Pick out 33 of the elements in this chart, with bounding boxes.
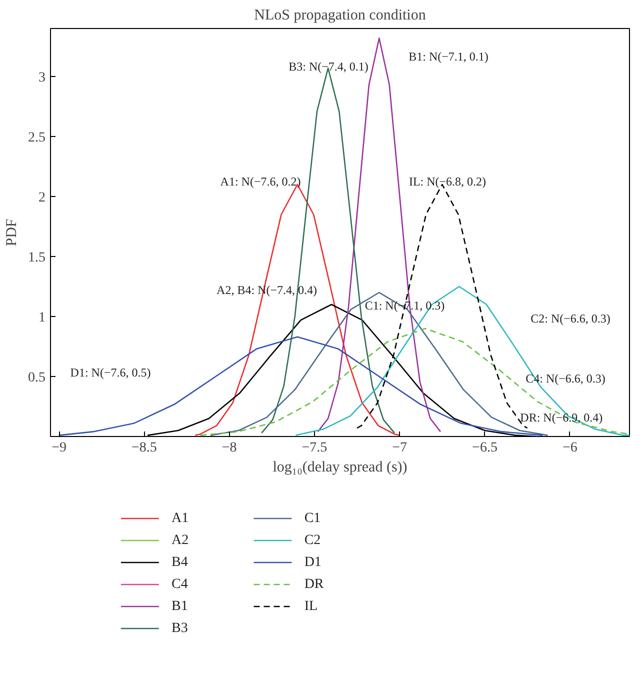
y-tick-label: 2 [38,190,46,206]
x-tick-label: −7.5 [302,440,328,456]
y-axis-title: PDF [4,218,20,246]
legend-label: D1 [304,555,322,570]
chart-title: NLoS propagation condition [254,8,426,24]
annotation: B1: N(−7.1, 0.1) [408,50,488,64]
y-tick-label: 3 [38,70,46,86]
legend-label: B3 [172,621,188,636]
x-tick-label: −6 [562,440,578,456]
y-tick-label: 1 [38,310,46,326]
legend-label: C2 [304,533,321,548]
legend-label: A1 [172,511,189,526]
annotation: A1: N(−7.6, 0.2) [220,174,301,188]
legend-label: B4 [172,555,188,570]
x-tick-label: −8.5 [131,440,157,456]
legend-label: DR [304,577,324,592]
y-tick-label: 0.5 [28,370,46,386]
annotation: IL: N(−6.8, 0.2) [408,174,486,188]
y-tick-label: 1.5 [28,250,46,266]
x-tick-label: −6.5 [472,440,498,456]
x-tick-label: −8 [222,440,237,456]
y-tick-label: 2.5 [28,130,46,146]
x-tick-label: −9 [52,440,66,456]
annotation: D1: N(−7.6, 0.5) [70,366,151,380]
x-tick-label: −7 [392,440,408,456]
annotation: B3: N(−7.4, 0.1) [288,60,368,74]
legend-label: IL [304,599,318,614]
legend-label: C1 [304,511,321,526]
legend-label: C4 [172,577,188,592]
annotation: C2: N(−6.6, 0.3) [530,312,610,326]
x-axis-title: log₁₀(delay spread (s)) [272,460,408,476]
legend-label: A2 [172,533,189,548]
legend-label: B1 [172,599,188,614]
